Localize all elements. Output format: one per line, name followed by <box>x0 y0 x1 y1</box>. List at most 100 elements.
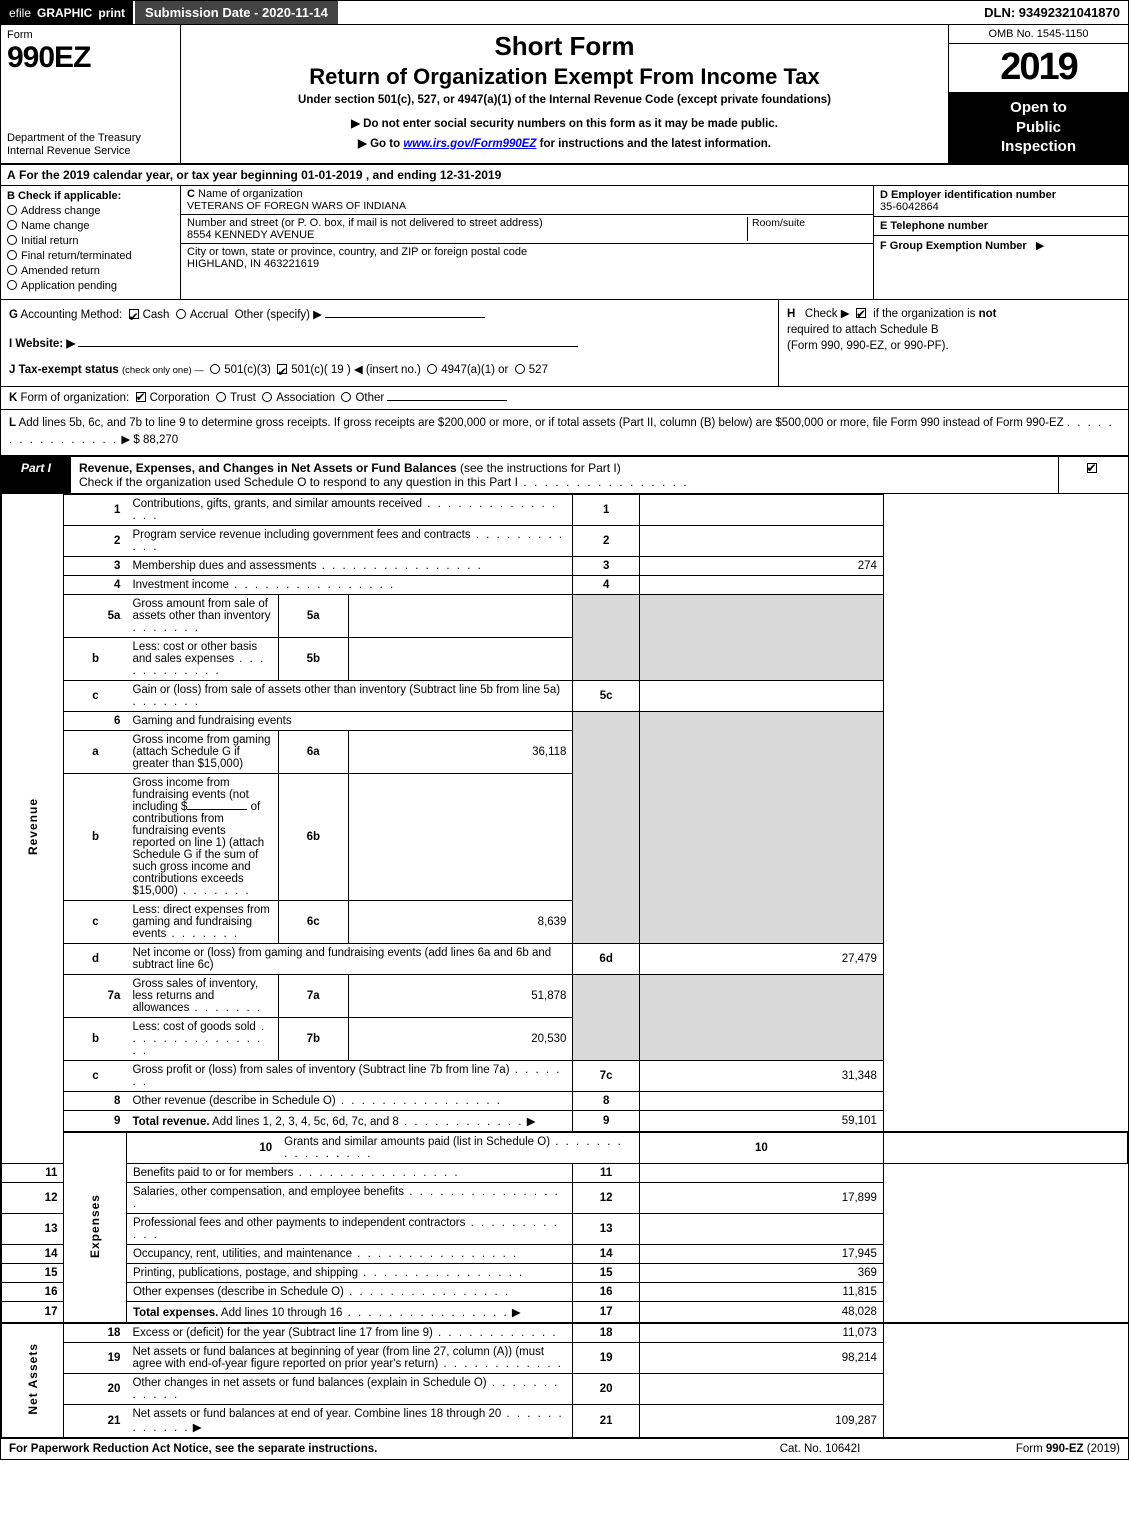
chk-other[interactable] <box>341 392 351 402</box>
taxyear-begin: 01-01-2019 <box>301 168 362 182</box>
rv-9: 59,101 <box>639 1110 883 1132</box>
label-i: I <box>9 338 12 350</box>
label-h: H <box>787 308 795 320</box>
header-right: OMB No. 1545-1150 2019 Open to Public In… <box>948 25 1128 163</box>
n-18: 18 <box>64 1323 126 1343</box>
efile-prefix: efile <box>9 6 31 20</box>
e-lbl: Telephone number <box>890 220 988 232</box>
chk-527[interactable] <box>515 364 525 374</box>
rn-9: 9 <box>573 1110 639 1132</box>
rv-6b-grey <box>639 773 883 900</box>
rn-6b-grey <box>573 773 639 900</box>
other-specify-field[interactable] <box>325 317 485 318</box>
dt-7b: Less: cost of goods sold <box>132 1021 255 1033</box>
efile-print[interactable]: print <box>98 6 125 20</box>
efile-graphic[interactable]: GRAPHIC <box>37 6 92 20</box>
d-7b: Less: cost of goods sold <box>126 1017 278 1060</box>
rv-5c <box>639 680 883 711</box>
h-not: not <box>979 308 997 320</box>
label-f: F <box>880 240 887 252</box>
chk-4947[interactable] <box>427 364 437 374</box>
ssn-note: ▶ Do not enter social security numbers o… <box>191 116 938 130</box>
d-15: Printing, publications, postage, and shi… <box>126 1263 573 1282</box>
n-8: 8 <box>64 1091 126 1110</box>
chk-amended[interactable]: Amended return <box>7 265 174 277</box>
chk-h[interactable] <box>856 308 866 318</box>
chk-address-change[interactable]: Address change <box>7 205 174 217</box>
chk-cash[interactable] <box>129 309 139 319</box>
n-6b: b <box>64 773 126 900</box>
d-16: Other expenses (describe in Schedule O) <box>126 1282 573 1301</box>
label-j: J <box>9 364 15 376</box>
vert-revenue: Revenue <box>2 494 64 1163</box>
dots-18 <box>433 1327 558 1339</box>
taxyear-end: 12-31-2019 <box>440 168 501 182</box>
row-3: 3 Membership dues and assessments 3 274 <box>2 556 1128 575</box>
n-1: 1 <box>64 494 126 525</box>
rv-20 <box>639 1373 883 1404</box>
city-lbl: City or town, state or province, country… <box>187 246 527 258</box>
dt-13: Professional fees and other payments to … <box>133 1217 465 1229</box>
vert-netassets: Net Assets <box>2 1323 64 1438</box>
rn-21: 21 <box>573 1404 639 1438</box>
dt-3: Membership dues and assessments <box>132 560 316 572</box>
street-lbl: Number and street (or P. O. box, if mail… <box>187 217 543 229</box>
f-lbl: Group Exemption Number <box>890 240 1027 252</box>
row-16: 16 Other expenses (describe in Schedule … <box>2 1282 1128 1301</box>
rv-3: 274 <box>639 556 883 575</box>
dt-21: Net assets or fund balances at end of ye… <box>132 1408 501 1420</box>
rn-6d: 6d <box>573 943 639 974</box>
i-lbl: Website: ▶ <box>15 338 75 350</box>
n-14: 14 <box>2 1244 64 1263</box>
h-text2: if the organization is <box>873 308 978 320</box>
omb-number: OMB No. 1545-1150 <box>949 25 1128 44</box>
n-17: 17 <box>2 1301 64 1323</box>
chk-accrual[interactable] <box>176 309 186 319</box>
name-lbl: Name of organization <box>198 188 303 200</box>
city-val: HIGHLAND, IN 463221619 <box>187 258 319 270</box>
header-block: Form 990EZ Department of the Treasury In… <box>1 25 1128 165</box>
chk-assoc[interactable] <box>262 392 272 402</box>
chk-initial[interactable]: Initial return <box>7 235 174 247</box>
form-page: efile GRAPHIC print Submission Date - 20… <box>0 0 1129 1460</box>
dt-11: Benefits paid to or for members <box>133 1167 293 1179</box>
d-4: Investment income <box>126 575 573 594</box>
chk-501c3[interactable] <box>210 364 220 374</box>
dt-17b: Add lines 10 through 16 <box>218 1307 342 1319</box>
chk-501c[interactable] <box>277 364 287 374</box>
chk-final[interactable]: Final return/terminated <box>7 250 174 262</box>
vert-expenses-lbl: Expenses <box>88 1194 102 1258</box>
identity-row: B Check if applicable: Address change Na… <box>1 186 1128 300</box>
l-arrow: ▶ <box>121 434 130 446</box>
rv-6c-grey <box>639 900 883 943</box>
website-field[interactable] <box>78 346 578 347</box>
rn-7c: 7c <box>573 1060 639 1091</box>
b-hdr: Check if applicable: <box>18 190 121 202</box>
n-5a: 5a <box>64 594 126 637</box>
line-a-taxyear: A For the 2019 calendar year, or tax yea… <box>1 165 1128 186</box>
h-text1: Check ▶ <box>805 308 850 320</box>
n-7b: b <box>64 1017 126 1060</box>
chk-app-pending[interactable]: Application pending <box>7 280 174 292</box>
open-to-public: Open to Public Inspection <box>949 92 1128 163</box>
6b-amount-field[interactable] <box>187 809 247 810</box>
row-4: 4 Investment income 4 <box>2 575 1128 594</box>
chk-name-change[interactable]: Name change <box>7 220 174 232</box>
chk-trust[interactable] <box>216 392 226 402</box>
lbl-trust: Trust <box>230 392 256 404</box>
chk-part-i[interactable] <box>1087 463 1097 473</box>
section-def: D Employer identification number 35-6042… <box>873 186 1128 299</box>
row-10: Expenses 10 Grants and similar amounts p… <box>2 1132 1128 1164</box>
header-left: Form 990EZ Department of the Treasury In… <box>1 25 181 163</box>
label-e: E <box>880 220 887 232</box>
section-b: B Check if applicable: Address change Na… <box>1 186 181 299</box>
goto-pre: ▶ Go to <box>358 138 403 150</box>
dots-9 <box>399 1116 524 1128</box>
rv-13 <box>639 1213 883 1244</box>
chk-corp[interactable] <box>136 392 146 402</box>
rv-10 <box>883 1132 1127 1164</box>
irs-link[interactable]: www.irs.gov/Form990EZ <box>403 138 536 150</box>
inspect-3: Inspection <box>1001 138 1076 155</box>
rv-21: 109,287 <box>639 1404 883 1438</box>
other-field[interactable] <box>387 400 507 401</box>
